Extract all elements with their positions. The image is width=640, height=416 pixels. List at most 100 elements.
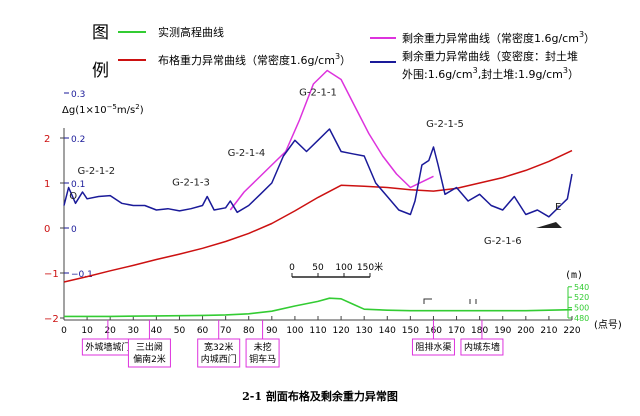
elev-tick-label-3: 480 <box>574 314 589 323</box>
series-line-residual_const <box>229 69 434 211</box>
location-text-2-0: 宽32米 <box>204 341 233 353</box>
location-label-4: 阻排水渠 <box>411 320 455 356</box>
elev-tick-label-2: 500 <box>574 304 589 313</box>
x-tick-label-4: 40 <box>151 326 163 336</box>
x-tick-label-22: 220 <box>563 326 580 336</box>
y-axis-label: Δg(1×10−5m/s2) <box>62 103 144 116</box>
legend: 图 例 实测高程曲线 布格重力异常曲线（常密度1.6g/cm3） 剩余重力异常曲… <box>92 23 595 81</box>
red-tick-label-2: 0 <box>44 224 50 235</box>
blue-tick-label-1: 0.2 <box>71 135 85 145</box>
x-axis-unit: (点号) <box>594 319 622 331</box>
location-box-1 <box>127 338 171 368</box>
x-tick-label-3: 30 <box>128 326 140 336</box>
location-text-5-0: 内城东墙 <box>464 341 500 353</box>
drain-marker-right <box>469 299 477 304</box>
x-tick-label-19: 190 <box>494 326 511 336</box>
x-tick-label-20: 200 <box>517 326 534 336</box>
elev-tick-label-0: 540 <box>574 283 589 292</box>
scale-bar-label-0: 0 <box>289 263 295 273</box>
location-text-1-0: 三出阙 <box>136 341 163 353</box>
blue-tick-label-2: 0.1 <box>71 180 85 190</box>
x-tick-label-9: 90 <box>266 326 278 336</box>
annotation-2: G-2-1-4 <box>228 148 266 159</box>
y-axis-red: 2 1 0 −1 −2 <box>44 128 65 325</box>
red-tick-label-0: 2 <box>44 134 50 145</box>
x-tick-label-8: 80 <box>243 326 255 336</box>
annotation-7: E <box>555 202 561 213</box>
location-text-2-1: 内城西门 <box>201 353 237 365</box>
series-layer <box>63 69 573 318</box>
location-text-3-0: 未挖 <box>254 341 272 353</box>
legend-label-elevation: 实测高程曲线 <box>158 25 224 39</box>
x-tick-label-6: 60 <box>197 326 209 336</box>
x-tick-label-10: 100 <box>286 326 303 336</box>
chart-title: 2-1 剖面布格及剩余重力异常图 <box>242 389 398 403</box>
red-tick-label-3: −1 <box>44 269 59 280</box>
location-label-5: 内城东墙 <box>460 320 504 356</box>
legend-heading-bottom: 例 <box>92 61 109 81</box>
red-tick-label-1: 1 <box>44 179 50 190</box>
x-axis: 0 10 20 30 40 50 60 70 80 90 100 110 120 130 140 150 160… <box>61 316 622 336</box>
drain-markers <box>423 298 477 304</box>
location-box-3 <box>245 338 280 368</box>
location-text-4-0: 阻排水渠 <box>415 341 451 353</box>
location-text-3-1: 铜车马 <box>249 353 276 365</box>
annotation-5: G-2-1-6 <box>484 236 522 247</box>
x-tick-label-5: 50 <box>174 326 186 336</box>
elevation-axis-label: (m) <box>565 270 583 281</box>
series-line-bouguer <box>63 149 573 283</box>
red-tick-label-4: −2 <box>44 314 59 325</box>
x-tick-label-12: 120 <box>332 326 349 336</box>
legend-label-residual-var-line1: 剩余重力异常曲线（变密度：封土堆 <box>402 49 578 63</box>
location-box-2 <box>197 338 241 368</box>
series-line-elevation <box>64 297 573 318</box>
x-tick-label-17: 170 <box>448 326 465 336</box>
x-tick-label-14: 140 <box>379 326 396 336</box>
legend-heading-top: 图 <box>92 23 109 43</box>
annotation-4: G-2-1-5 <box>426 119 464 130</box>
profile-end-marker <box>536 222 562 228</box>
drain-marker-left <box>423 298 432 304</box>
blue-tick-label-3: 0 <box>71 225 77 235</box>
annotation-0: G-2-1-2 <box>77 166 115 177</box>
x-tick-label-18: 180 <box>471 326 488 336</box>
location-box-4 <box>411 338 455 356</box>
scale-bar-label-2: 100 <box>335 263 352 273</box>
location-label-0: 外城墙城门 <box>81 320 134 356</box>
y-axis-blue-ticks: 0.3 0.2 0.1 0 −0.1 <box>64 90 93 280</box>
y-axis-red-ticks: 2 1 0 −1 −2 <box>44 134 64 325</box>
x-tick-label-1: 10 <box>81 326 93 336</box>
legend-label-residual-var-line2: 外围:1.6g/cm3,封土堆:1.9g/cm3） <box>402 66 579 81</box>
annotation-1: G-2-1-3 <box>172 177 210 188</box>
blue-tick-label-4: −0.1 <box>71 270 93 280</box>
annotation-6: O <box>69 191 77 202</box>
annotations: G-2-1-2 G-2-1-3 G-2-1-4 G-2-1-1 G-2-1-5 G-2-1… <box>69 87 561 247</box>
scale-bar-label-1: 50 <box>312 263 324 273</box>
x-axis-ticks: 0 10 20 30 40 50 60 70 80 90 100 110 120 130 140 150 160… <box>61 316 581 336</box>
legend-label-residual-const: 剩余重力异常曲线（常密度1.6g/cm3） <box>402 30 595 45</box>
series-line-residual_var <box>63 128 573 218</box>
x-tick-label-7: 70 <box>220 326 232 336</box>
x-tick-label-21: 210 <box>540 326 557 336</box>
x-tick-label-11: 110 <box>309 326 326 336</box>
location-text-0-0: 外城墙城门 <box>85 341 130 353</box>
location-text-1-1: 偏南2米 <box>133 353 166 365</box>
end-marker-triangle <box>536 222 562 228</box>
annotation-3: G-2-1-1 <box>299 87 337 98</box>
elev-tick-label-1: 520 <box>574 293 589 302</box>
scale-bar: 0 50 100 150米 <box>289 261 383 278</box>
x-tick-label-15: 150 <box>402 326 419 336</box>
blue-tick-label-0: 0.3 <box>71 90 85 100</box>
legend-label-bouguer: 布格重力异常曲线（常密度1.6g/cm3） <box>158 52 351 67</box>
x-tick-label-13: 130 <box>356 326 373 336</box>
x-tick-label-0: 0 <box>61 326 67 336</box>
x-tick-label-2: 20 <box>104 326 116 336</box>
